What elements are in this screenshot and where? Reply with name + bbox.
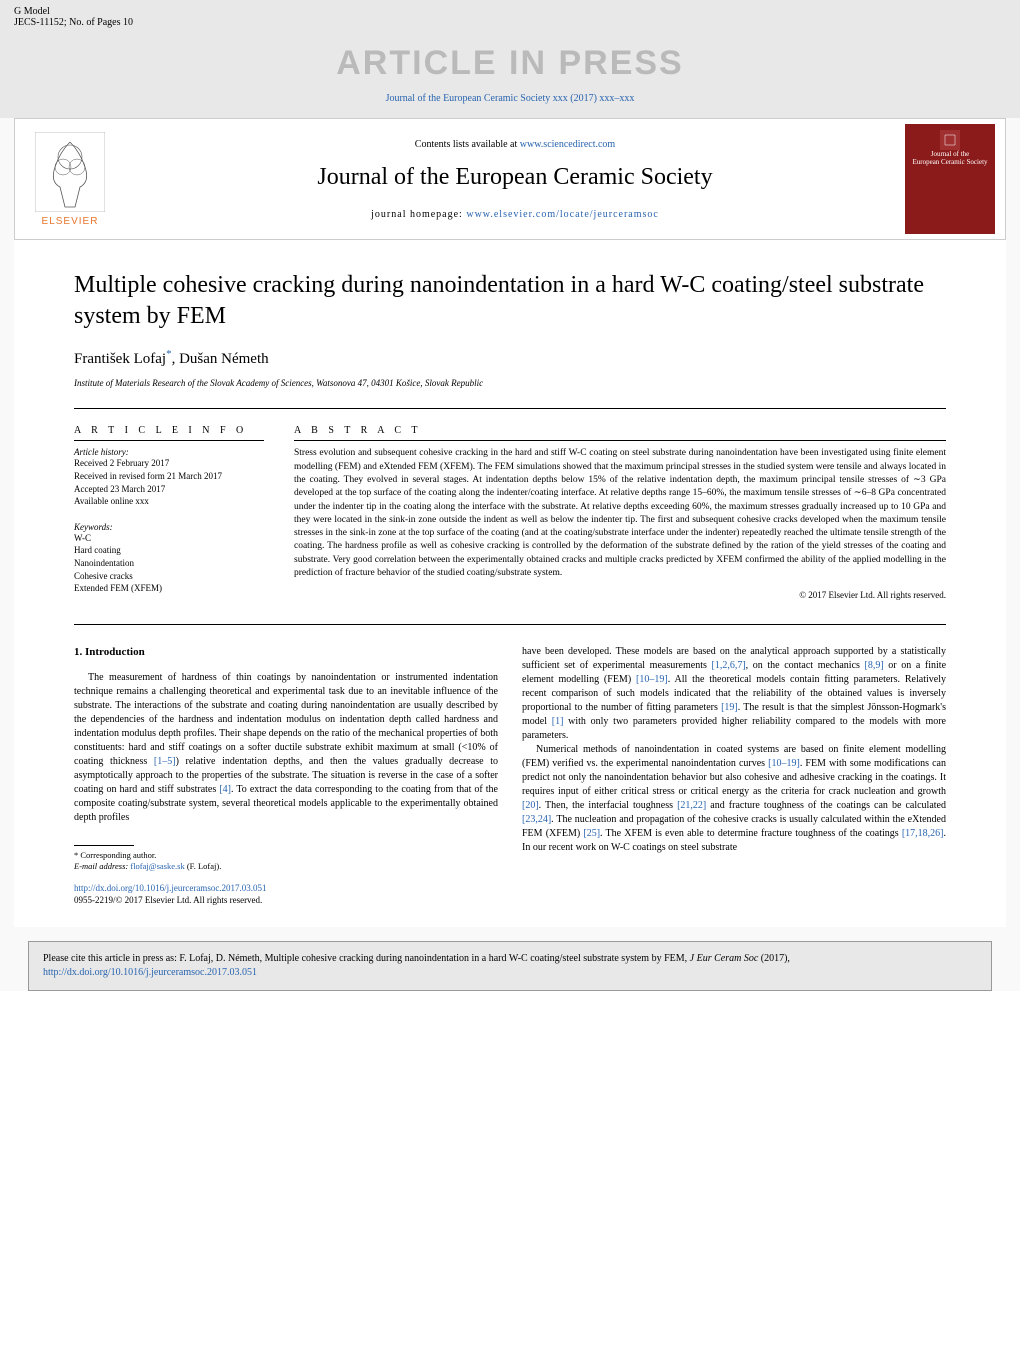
section-1-heading: 1. Introduction (74, 645, 498, 660)
kw1: W-C (74, 532, 264, 545)
ref-2324[interactable]: [23,24] (522, 814, 551, 825)
citebox-suffix: (2017), (758, 953, 790, 964)
gmodel-label: G Model (14, 6, 133, 17)
doi-link[interactable]: http://dx.doi.org/10.1016/j.jeurceramsoc… (74, 883, 267, 893)
citebox-journal: J Eur Ceram Soc (690, 953, 759, 964)
elsevier-tree-icon (35, 132, 105, 212)
homepage-prefix: journal homepage: (371, 209, 466, 220)
body-col-left: 1. Introduction The measurement of hardn… (74, 645, 498, 907)
ref-1[interactable]: [1] (552, 716, 564, 727)
history-label: Article history: (74, 447, 264, 457)
article-info: a r t i c l e i n f o Article history: R… (74, 425, 264, 600)
elsevier-name: ELSEVIER (42, 216, 99, 227)
keywords-label: Keywords: (74, 522, 264, 532)
ref-2122[interactable]: [21,22] (677, 800, 706, 811)
online-line: Available online xxx (74, 495, 264, 508)
press-banner: ARTICLE IN PRESS (0, 34, 1020, 87)
kw5: Extended FEM (XFEM) (74, 582, 264, 595)
revised-line: Received in revised form 21 March 2017 (74, 470, 264, 483)
cover-label-1: Journal of the (931, 150, 970, 158)
contents-line: Contents lists available at www.scienced… (125, 139, 905, 150)
citebox-link[interactable]: http://dx.doi.org/10.1016/j.jeurceramsoc… (43, 967, 257, 978)
press-banner-text: ARTICLE IN PRESS (0, 44, 1020, 83)
elsevier-logo: ELSEVIER (15, 119, 125, 239)
body-col-right: have been developed. These models are ba… (522, 645, 946, 907)
journal-header: ELSEVIER Contents lists available at www… (14, 118, 1006, 240)
col2-para-1: have been developed. These models are ba… (522, 645, 946, 743)
email-footnote: E-mail address: flofaj@saske.sk (F. Lofa… (74, 861, 498, 872)
journal-cover-thumb: Journal of the European Ceramic Society (905, 124, 995, 234)
issn-line: 0955-2219/© 2017 Elsevier Ltd. All right… (74, 894, 498, 907)
kw2: Hard coating (74, 544, 264, 557)
header-center: Contents lists available at www.scienced… (125, 129, 905, 230)
journal-title: Journal of the European Ceramic Society (125, 164, 905, 191)
gmodel-bar: G Model JECS-11152; No. of Pages 10 (0, 0, 1020, 34)
corr-footnote: * Corresponding author. (74, 850, 498, 861)
received-line: Received 2 February 2017 (74, 457, 264, 470)
ref-10-19b[interactable]: [10–19] (768, 758, 800, 769)
article-title: Multiple cohesive cracking during nanoin… (74, 270, 946, 332)
col2-para-2: Numerical methods of nanoindentation in … (522, 743, 946, 855)
kw4: Cohesive cracks (74, 570, 264, 583)
doi-block: http://dx.doi.org/10.1016/j.jeurceramsoc… (74, 882, 498, 907)
ref-4[interactable]: [4] (219, 784, 231, 795)
sciencedirect-link[interactable]: www.sciencedirect.com (520, 139, 615, 150)
col1-para-1: The measurement of hardness of thin coat… (74, 671, 498, 825)
abstract-header: a b s t r a c t (294, 425, 946, 441)
homepage-line: journal homepage: www.elsevier.com/locat… (125, 209, 905, 220)
affiliation: Institute of Materials Research of the S… (74, 378, 946, 388)
abstract-text: Stress evolution and subsequent cohesive… (294, 447, 946, 580)
ref-25[interactable]: [25] (583, 828, 600, 839)
journal-citation-link[interactable]: Journal of the European Ceramic Society … (386, 93, 635, 104)
info-header: a r t i c l e i n f o (74, 425, 264, 441)
ref-89[interactable]: [8,9] (865, 660, 884, 671)
cover-crest-icon (940, 130, 960, 150)
journal-link-line: Journal of the European Ceramic Society … (0, 87, 1020, 118)
ref-10-19[interactable]: [10–19] (636, 674, 668, 685)
ref-20[interactable]: [20] (522, 800, 539, 811)
main-content: Multiple cohesive cracking during nanoin… (14, 240, 1006, 927)
ref-1267[interactable]: [1,2,6,7] (711, 660, 745, 671)
ref-171826[interactable]: [17,18,26] (902, 828, 944, 839)
authors: František Lofaj*, Dušan Németh (74, 348, 946, 368)
footnote-separator (74, 845, 134, 846)
keywords-block: Keywords: W-C Hard coating Nanoindentati… (74, 522, 264, 595)
citebox-prefix: Please cite this article in press as: F.… (43, 953, 690, 964)
ref-1-5[interactable]: [1–5] (154, 756, 176, 767)
contents-prefix: Contents lists available at (415, 139, 520, 150)
homepage-link[interactable]: www.elsevier.com/locate/jeurceramsoc (466, 209, 659, 220)
kw3: Nanoindentation (74, 557, 264, 570)
info-abstract-row: a r t i c l e i n f o Article history: R… (74, 408, 946, 600)
cover-label-2: European Ceramic Society (912, 158, 987, 166)
body-columns: 1. Introduction The measurement of hardn… (74, 645, 946, 907)
copyright-line: © 2017 Elsevier Ltd. All rights reserved… (294, 590, 946, 600)
email-link[interactable]: flofaj@saske.sk (130, 861, 184, 871)
gmodel-ref: JECS-11152; No. of Pages 10 (14, 17, 133, 28)
section-divider (74, 624, 946, 625)
abstract-column: a b s t r a c t Stress evolution and sub… (294, 425, 946, 600)
author-1: František Lofaj (74, 351, 166, 367)
ref-19[interactable]: [19] (721, 702, 738, 713)
cite-box: Please cite this article in press as: F.… (28, 941, 992, 991)
author-2: , Dušan Németh (172, 351, 269, 367)
accepted-line: Accepted 23 March 2017 (74, 483, 264, 496)
